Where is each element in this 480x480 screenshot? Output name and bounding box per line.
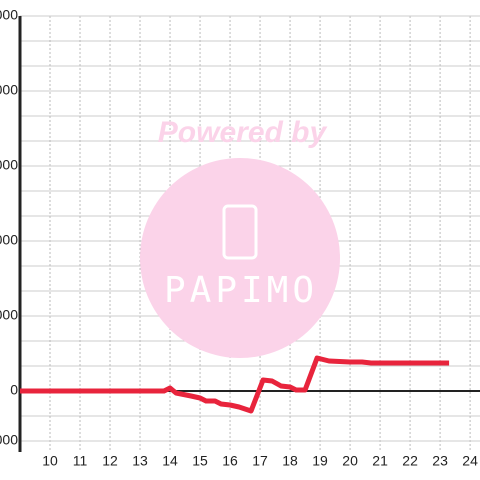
x-tick-label: 21 <box>372 453 388 469</box>
y-tick-label: 0 <box>10 382 18 398</box>
y-tick-label: 60,000 <box>0 232 18 248</box>
watermark-icon <box>222 204 258 260</box>
x-tick-label: 12 <box>102 453 118 469</box>
x-tick-label: 18 <box>282 453 298 469</box>
x-tick-label: 20 <box>342 453 358 469</box>
x-tick-label: 24 <box>462 453 478 469</box>
y-tick-label: 120,000 <box>0 82 18 98</box>
x-tick-label: 14 <box>162 453 178 469</box>
x-tick-label: 11 <box>73 453 88 469</box>
y-tick-label: 90,000 <box>0 157 18 173</box>
x-tick-label: 22 <box>402 453 418 469</box>
watermark-text: PAPIMO <box>164 270 318 311</box>
x-tick-label: 23 <box>432 453 448 469</box>
x-tick-label: 10 <box>42 453 58 469</box>
x-tick-label: 13 <box>132 453 148 469</box>
watermark: Powered by PAPIMO <box>140 116 340 358</box>
y-tick-label: 150,000 <box>0 7 18 23</box>
y-tick-label: -20,000 <box>0 432 18 448</box>
y-tick-label: 30,000 <box>0 307 18 323</box>
x-tick-label: 19 <box>312 453 328 469</box>
x-tick-label: 17 <box>252 453 268 469</box>
watermark-text: Powered by <box>158 116 328 149</box>
line <box>20 355 450 414</box>
x-tick-label: 15 <box>192 453 208 469</box>
x-tick-label: 16 <box>222 453 238 469</box>
